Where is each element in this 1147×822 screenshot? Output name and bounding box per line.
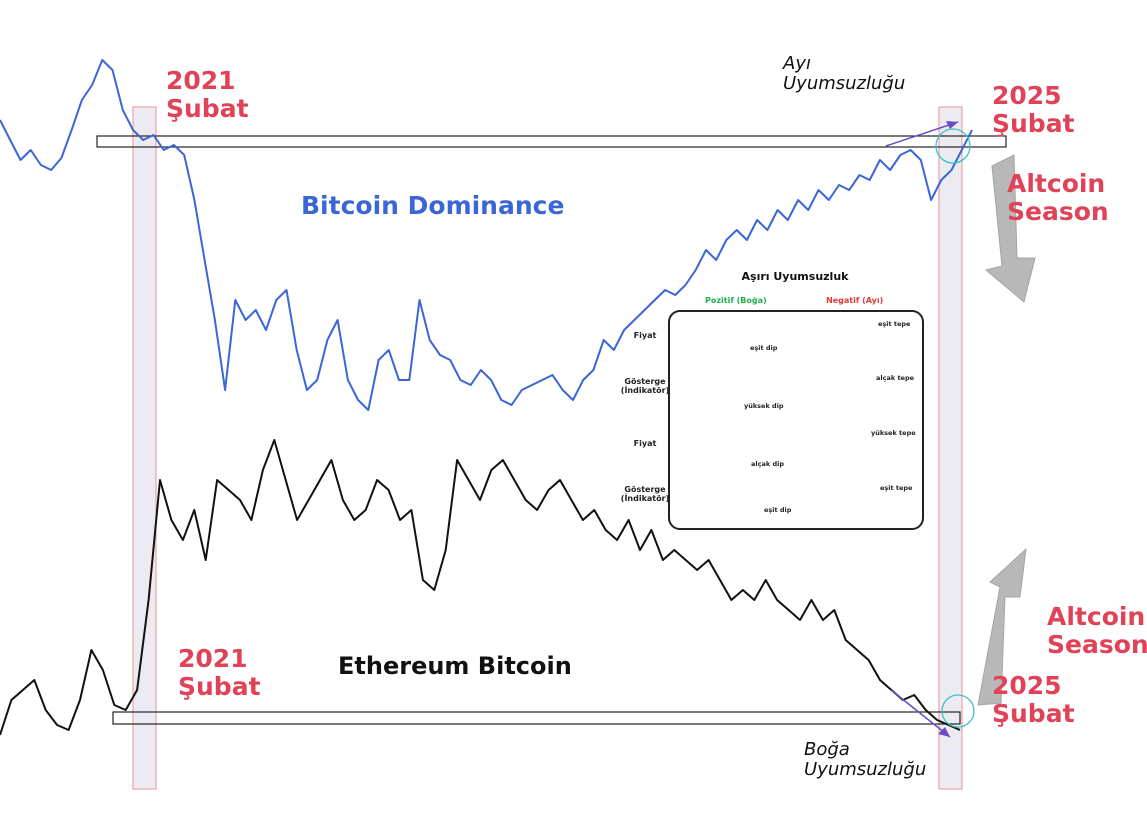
bull-divergence-arrowhead bbox=[938, 727, 950, 737]
bull-divergence-label: Boğa Uyumsuzluğu bbox=[804, 739, 927, 780]
inset-note: eşit dip bbox=[764, 506, 792, 514]
btc-dominance-label: Bitcoin Dominance bbox=[301, 191, 565, 220]
inset-note: eşit dip bbox=[750, 344, 778, 352]
feb-2021-band bbox=[132, 106, 157, 790]
series-group bbox=[0, 59, 973, 736]
inset-note: yüksek tepe bbox=[871, 429, 916, 437]
altcoin-season-top-label: Altcoin Season bbox=[1007, 169, 1109, 226]
divergence-inset bbox=[668, 310, 924, 530]
inset-note: alçak dip bbox=[751, 460, 784, 468]
altcoin-season-bottom-label: Altcoin Season bbox=[1047, 602, 1147, 659]
inset-row-label: Fiyat bbox=[633, 439, 657, 448]
inset-row-label: Gösterge (İndikatör) bbox=[620, 485, 670, 503]
bear-divergence-arrowhead bbox=[946, 121, 958, 129]
altseason-down-arrow bbox=[984, 154, 1036, 303]
bull-divergence-arrow bbox=[890, 689, 951, 738]
top-circle bbox=[935, 128, 971, 164]
dominance-level-box bbox=[96, 135, 1007, 148]
bear-divergence-arrow bbox=[885, 121, 959, 147]
inset-note: yüksek dip bbox=[744, 402, 784, 410]
inset-negative-heading: Negatif (Ayı) bbox=[826, 296, 884, 305]
inset-note: eşit tepe bbox=[880, 484, 913, 492]
inset-row-label: Gösterge (İndikatör) bbox=[620, 377, 670, 395]
inset-note: eşit tepe bbox=[878, 320, 911, 328]
altseason-up-arrow bbox=[977, 547, 1027, 706]
feb-2021-top-label: 2021 Şubat bbox=[166, 66, 249, 123]
inset-note: alçak tepe bbox=[876, 374, 915, 382]
inset-positive-heading: Pozitif (Boğa) bbox=[705, 296, 767, 305]
bottom-circle bbox=[941, 694, 975, 728]
feb-2025-bottom-label: 2025 Şubat bbox=[992, 671, 1075, 728]
bear-divergence-label: Ayı Uyumsuzluğu bbox=[783, 53, 906, 94]
feb-2025-top-label: 2025 Şubat bbox=[992, 81, 1075, 138]
btc-dominance-line bbox=[0, 59, 973, 411]
inset-title: Aşırı Uyumsuzluk bbox=[741, 270, 849, 283]
ethbtc-level-box bbox=[112, 711, 961, 725]
feb-2025-band bbox=[938, 106, 963, 790]
eth-btc-line bbox=[0, 439, 961, 736]
feb-2021-bottom-label: 2021 Şubat bbox=[178, 644, 261, 701]
inset-row-label: Fiyat bbox=[633, 331, 657, 340]
eth-btc-label: Ethereum Bitcoin bbox=[338, 652, 572, 680]
